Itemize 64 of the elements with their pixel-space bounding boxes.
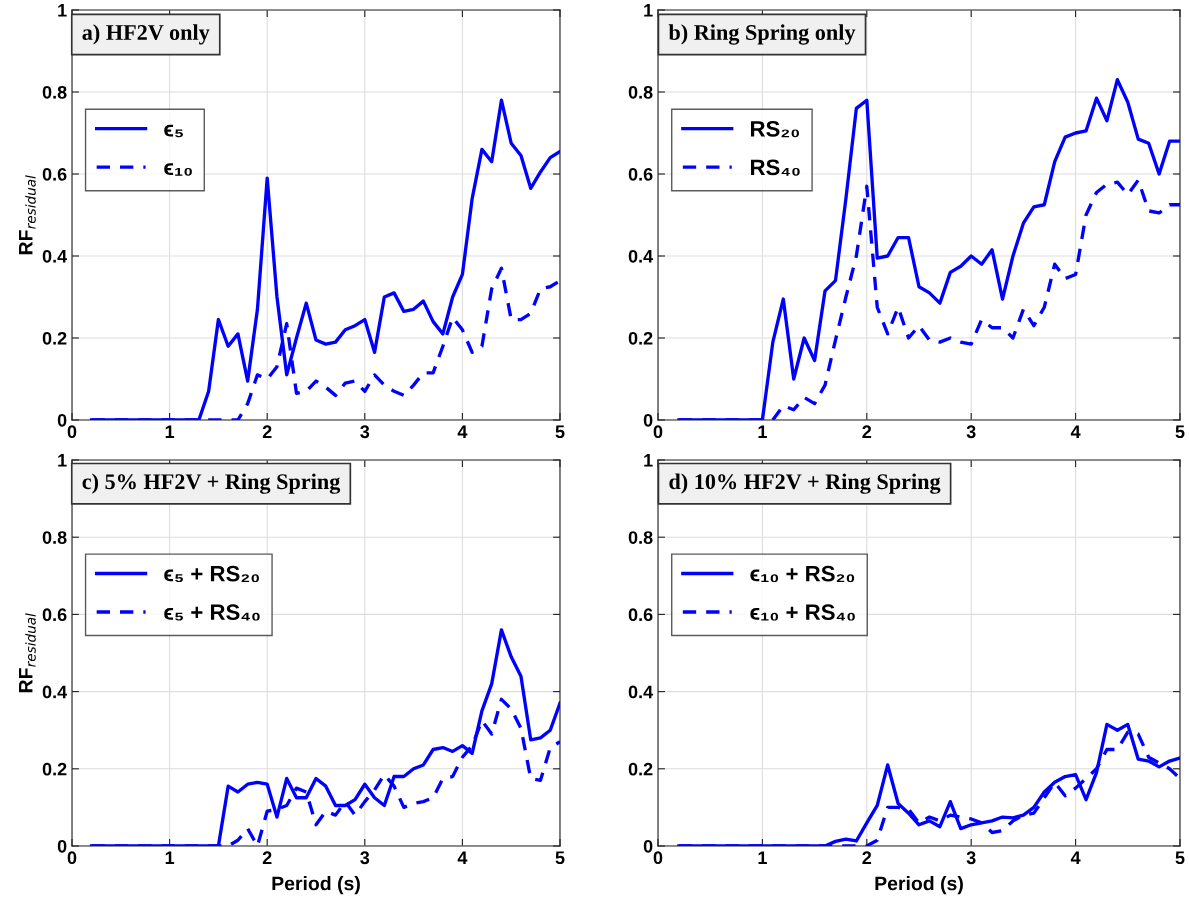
y-tick-label: 0.6: [42, 167, 67, 181]
x-tick-label: 4: [457, 425, 468, 438]
x-tick-label: 0: [67, 425, 77, 439]
y-axis-title: RF$_{residual}$: [19, 175, 36, 255]
y-axis-title: RF$_{residual}$: [19, 613, 36, 693]
x-tick-label: 1: [165, 425, 175, 438]
y-tick-label: 0.8: [628, 85, 653, 99]
y-tick-label: 0: [57, 413, 67, 427]
text: a) HF2V only: [82, 24, 210, 45]
y-tick-label: 0: [57, 839, 67, 853]
y-tick-label: 1: [644, 4, 653, 17]
y-tick-label: 0.2: [42, 762, 67, 776]
y-tick-label: 1: [644, 454, 653, 467]
y-tick-label: 0.8: [42, 85, 67, 99]
y-tick-label: 0.2: [628, 331, 653, 345]
legend-label: ϵ₁₀ + RS₂₀: [750, 565, 855, 583]
x-tick-label: 1: [758, 851, 767, 864]
x-tick-label: 5: [1175, 425, 1185, 439]
y-tick-label: 0.6: [42, 608, 67, 622]
x-tick-label: 4: [1070, 425, 1081, 438]
y-tick-label: 0.6: [628, 608, 653, 622]
legend-label: ϵ₅ + RS₂₀: [164, 565, 259, 583]
y-tick-label: 1: [58, 454, 67, 467]
y-tick-label: 0: [643, 413, 653, 427]
legend-label: ϵ₁₀ + RS₄₀: [750, 604, 855, 621]
x-tick-label: 3: [360, 425, 370, 439]
y-tick-label: 0.4: [42, 249, 68, 263]
x-tick-label: 5: [555, 851, 565, 865]
y-tick-label: 0.4: [628, 249, 654, 263]
y-tick-label: 0.2: [628, 762, 653, 776]
legend-label: ϵ₅ + RS₄₀: [164, 604, 260, 621]
x-tick-label: 2: [262, 425, 272, 438]
y-tick-label: 0.2: [42, 331, 67, 345]
x-tick-label: 1: [165, 851, 175, 864]
y-tick-label: 0.8: [42, 531, 67, 544]
legend-label: ϵ₅: [164, 124, 183, 138]
x-axis-title: Period (s): [875, 876, 963, 895]
x-axis-title: Period (s): [272, 876, 360, 895]
x-tick-label: 2: [862, 851, 872, 864]
x-tick-label: 1: [758, 425, 767, 438]
x-tick-label: 3: [966, 425, 976, 439]
y-tick-label: 0.4: [42, 685, 68, 699]
text: b) Ring Spring only: [668, 24, 856, 45]
x-tick-label: 0: [653, 851, 663, 865]
x-tick-label: 3: [360, 851, 370, 865]
legend-label: RS₂₀: [750, 120, 799, 138]
legend-label: ϵ₁₀: [164, 163, 192, 176]
y-tick-label: 1: [58, 4, 67, 17]
text: d) 10% HF2V + Ring Spring: [669, 473, 941, 494]
text: c) 5% HF2V + Ring Spring: [82, 473, 341, 494]
x-tick-label: 5: [555, 425, 565, 439]
x-tick-label: 3: [966, 851, 976, 865]
x-tick-label: 2: [862, 425, 872, 438]
y-tick-label: 0.6: [628, 167, 653, 181]
x-tick-label: 0: [67, 851, 77, 865]
x-tick-label: 5: [1175, 851, 1185, 865]
x-tick-label: 2: [262, 851, 272, 864]
legend-label: RS₄₀: [750, 159, 800, 176]
y-tick-label: 0: [643, 839, 653, 853]
y-tick-label: 0.8: [628, 531, 653, 544]
x-tick-label: 4: [1070, 851, 1081, 864]
y-tick-label: 0.4: [628, 685, 654, 699]
x-tick-label: 4: [457, 851, 468, 864]
x-tick-label: 0: [653, 425, 663, 439]
